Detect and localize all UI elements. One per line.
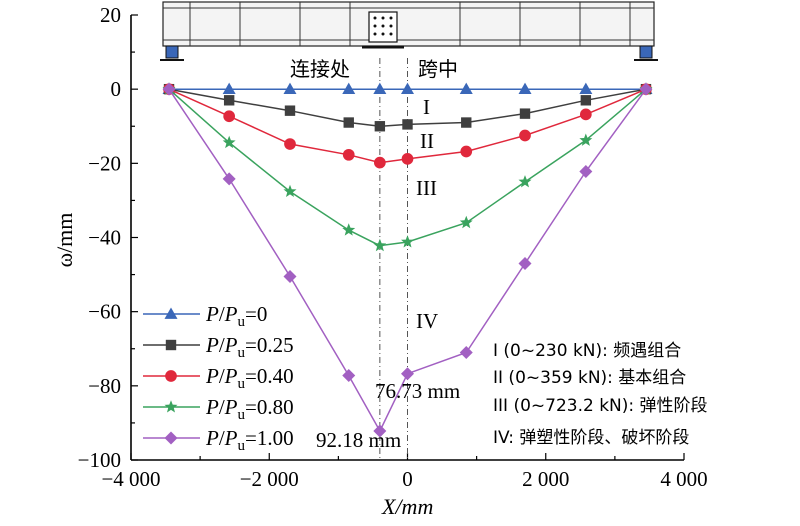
beam-schematic-image xyxy=(160,1,658,61)
stage-IV-label: IV xyxy=(416,309,438,333)
y-axis-title: ω/mm xyxy=(52,213,77,268)
data-point xyxy=(461,117,472,128)
stage-III-label: III xyxy=(416,176,437,200)
data-point xyxy=(343,117,354,128)
x-tick-label: 4 000 xyxy=(660,467,707,491)
data-point xyxy=(223,95,235,106)
data-point xyxy=(401,82,414,95)
data-point xyxy=(401,367,414,381)
data-point xyxy=(373,424,387,438)
data-point xyxy=(342,223,356,236)
data-point xyxy=(342,82,356,95)
data-point xyxy=(162,82,176,96)
data-point xyxy=(342,368,356,382)
series-1 xyxy=(163,83,652,132)
data-point xyxy=(284,105,296,116)
x-tick-label: −2 000 xyxy=(240,467,299,491)
data-point xyxy=(283,82,297,95)
axes: −4 000 −2 000 0 2 000 4 000 20 0 −20 −40 −60 −80 −… xyxy=(78,3,708,491)
data-point xyxy=(284,138,296,150)
data-point xyxy=(401,153,414,165)
legend-item: P/Pu=0 xyxy=(143,302,267,330)
stage-legend-item: IV: 弹塑性阶段、破坏阶段 xyxy=(493,428,689,448)
data-point xyxy=(283,184,297,197)
data-point xyxy=(401,235,414,248)
y-tick-label: 0 xyxy=(111,77,122,101)
data-point xyxy=(373,238,387,252)
y-tick-label: −80 xyxy=(88,374,121,398)
data-point xyxy=(222,82,236,95)
series-line xyxy=(168,88,647,247)
series-line xyxy=(168,88,647,128)
data-point xyxy=(519,108,531,119)
data-point xyxy=(374,156,386,169)
data-point xyxy=(374,121,386,132)
legend-label: P/Pu=0.40 xyxy=(205,364,294,392)
x-tick-label: −4 000 xyxy=(101,467,160,491)
data-point xyxy=(579,164,593,178)
data-point xyxy=(459,82,473,95)
data-point xyxy=(460,145,473,158)
y-tick-label: −20 xyxy=(88,151,121,175)
stage-legend: I (0~230 kN): 频遇组合 II (0~359 kN): 基本组合 I… xyxy=(493,341,708,448)
x-axis-title: X/mm xyxy=(381,494,433,519)
series-line xyxy=(168,88,647,433)
data-point xyxy=(222,135,236,149)
data-point xyxy=(579,133,593,146)
legend-label: P/Pu=0.25 xyxy=(205,333,294,361)
data-point xyxy=(165,339,177,351)
y-tick-label: −60 xyxy=(88,300,121,324)
stage-legend-item: III (0~723.2 kN): 弹性阶段 xyxy=(493,396,708,416)
data-point xyxy=(402,119,413,130)
legend-item: P/Pu=0.25 xyxy=(143,333,294,361)
series-4 xyxy=(162,82,653,438)
legend-item: P/Pu=0.80 xyxy=(143,395,294,423)
x-axis-title-text: X/mm xyxy=(381,494,433,519)
stage-II-label: II xyxy=(420,129,434,153)
peak-label-76: 76.73 mm xyxy=(375,379,460,403)
series-0 xyxy=(162,82,653,95)
data-point xyxy=(639,82,653,96)
connection-label: 连接处 xyxy=(290,57,350,81)
series-line xyxy=(168,88,647,164)
series-legend: P/Pu=0 P/Pu=0.25 P/Pu=0.40 P/Pu=0.80 P/Pu=1.… xyxy=(143,302,294,454)
stage-legend-item: II (0~359 kN): 基本组合 xyxy=(493,368,686,388)
legend-label: P/Pu=0 xyxy=(205,302,267,330)
midspan-label: 跨中 xyxy=(418,57,458,81)
data-point xyxy=(342,148,355,161)
data-point xyxy=(223,110,236,123)
legend-item: P/Pu=0.40 xyxy=(143,364,294,392)
data-point xyxy=(579,108,592,121)
data-point xyxy=(283,269,297,283)
data-point xyxy=(164,431,178,445)
data-point xyxy=(164,307,178,319)
data-point xyxy=(518,256,532,270)
stage-I-label: I xyxy=(423,95,430,119)
data-point xyxy=(165,370,177,382)
y-tick-label: 20 xyxy=(100,3,121,27)
x-tick-label: 0 xyxy=(402,467,413,491)
legend-item: P/Pu=1.00 xyxy=(143,426,294,454)
data-point xyxy=(519,129,531,142)
y-tick-label: −40 xyxy=(88,226,121,250)
data-point xyxy=(164,400,178,413)
legend-label: P/Pu=0.80 xyxy=(205,395,294,423)
x-tick-label: 2 000 xyxy=(522,467,569,491)
series-group xyxy=(162,82,653,438)
data-point xyxy=(373,82,387,95)
y-tick-label: −100 xyxy=(78,448,121,472)
data-point xyxy=(222,172,236,186)
data-point xyxy=(518,82,532,95)
legend-label: P/Pu=1.00 xyxy=(205,426,294,454)
stage-legend-item: I (0~230 kN): 频遇组合 xyxy=(493,341,681,361)
peak-label-92: 92.18 mm xyxy=(316,428,401,452)
data-point xyxy=(459,215,473,229)
data-point xyxy=(459,345,473,359)
data-point xyxy=(518,175,532,188)
data-point xyxy=(579,82,593,95)
data-point xyxy=(580,95,592,106)
